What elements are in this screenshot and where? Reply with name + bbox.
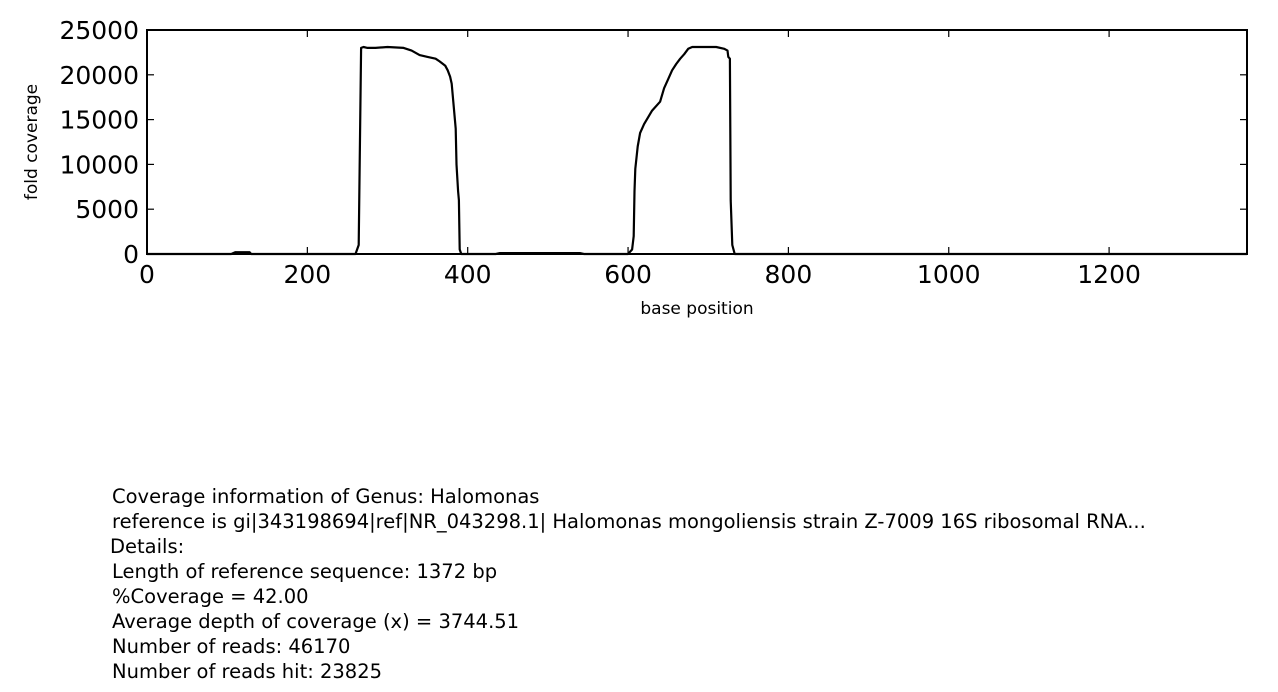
coverage-chart: 0 200 400 600 800 1000 1200 0 5000 10000 15000 2000… <box>22 16 1248 319</box>
percent-coverage-line: %Coverage = 42.00 <box>112 585 309 608</box>
reference-length-line: Length of reference sequence: 1372 bp <box>112 560 498 583</box>
y-tick-label: 15000 <box>59 106 139 135</box>
details-label: Details: <box>110 535 185 558</box>
x-tick-label: 1000 <box>917 260 981 289</box>
plot-frame <box>146 29 1248 255</box>
genus-info-line: Coverage information of Genus: Halomonas <box>112 485 540 508</box>
x-tick-label: 1200 <box>1077 260 1141 289</box>
x-tick-label: 200 <box>283 260 331 289</box>
reads-hit-line: Number of reads hit: 23825 <box>112 660 383 683</box>
y-tick-label: 0 <box>123 240 139 269</box>
x-tick-label: 0 <box>139 260 155 289</box>
reads-count-line: Number of reads: 46170 <box>112 635 351 658</box>
y-tick-label: 5000 <box>75 195 139 224</box>
x-tick-label: 400 <box>444 260 492 289</box>
y-tick-label: 10000 <box>59 150 139 179</box>
y-tick-label: 25000 <box>59 16 139 45</box>
y-axis-label: fold coverage <box>22 84 42 200</box>
y-tick-label: 20000 <box>59 61 139 90</box>
coverage-line <box>147 45 1247 256</box>
x-tick-label: 600 <box>604 260 652 289</box>
reference-line: reference is gi|343198694|ref|NR_043298.… <box>112 510 1146 533</box>
average-depth-line: Average depth of coverage (x) = 3744.51 <box>112 610 520 633</box>
x-tick-label: 800 <box>765 260 813 289</box>
x-axis-label: base position <box>640 299 753 319</box>
